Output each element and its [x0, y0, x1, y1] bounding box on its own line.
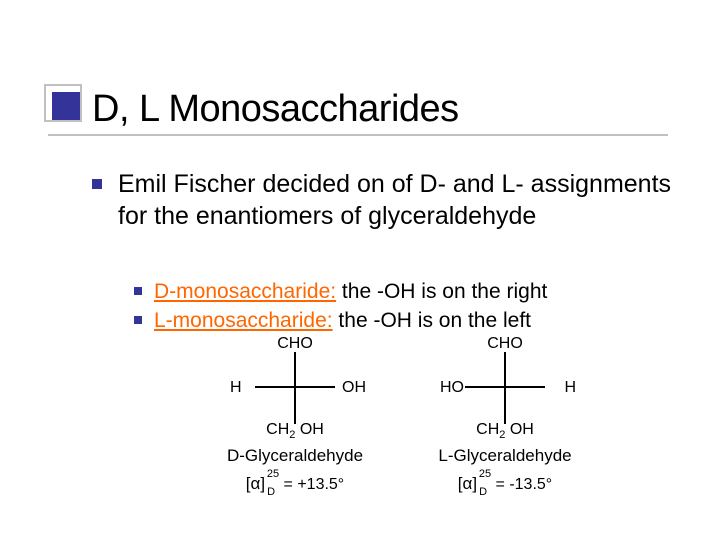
rotation-value: = +13.5° [284, 476, 345, 493]
sub-item-rest: the -OH is on the right [336, 280, 547, 303]
slide-title-block: D, L Monosaccharides [48, 88, 459, 131]
atom-label-top: CHO [277, 334, 313, 353]
fischer-structure: CHO H OH CH2 OH [240, 352, 350, 424]
square-bullet-icon [134, 287, 142, 295]
body-level1: Emil Fischer decided on of D- and L- ass… [92, 168, 690, 232]
title-underline [48, 134, 668, 136]
list-item: D-monosaccharide: the -OH is on the righ… [134, 278, 690, 305]
molecule-l: CHO HO H CH2 OH L-Glyceraldehyde [α] 25 … [410, 348, 600, 495]
atom-label-left: HO [440, 378, 464, 397]
atom-label-top: CHO [487, 334, 523, 353]
atom-label-right: OH [342, 378, 366, 397]
slide-title: D, L Monosaccharides [48, 88, 459, 131]
square-bullet-icon [134, 316, 142, 324]
body-level2: D-monosaccharide: the -OH is on the righ… [134, 278, 690, 337]
highlight-label: D-monosaccharide: [154, 280, 336, 303]
molecule-name: D-Glyceraldehyde [200, 446, 390, 466]
molecule-d: CHO H OH CH2 OH D-Glyceraldehyde [α] 25 … [200, 348, 390, 495]
sub-item-text: L-monosaccharide: the -OH is on the left [154, 307, 531, 334]
optical-rotation: [α] 25 D = +13.5° [200, 474, 390, 494]
rotation-value: = -13.5° [496, 476, 553, 493]
square-bullet-icon [92, 179, 102, 189]
atom-label-bottom: CH2 OH [266, 420, 324, 442]
fischer-projection-diagram: CHO H OH CH2 OH D-Glyceraldehyde [α] 25 … [200, 348, 600, 495]
fischer-structure: CHO HO H CH2 OH [450, 352, 560, 424]
atom-label-bottom: CH2 OH [476, 420, 534, 442]
molecule-name: L-Glyceraldehyde [410, 446, 600, 466]
atom-label-right: H [564, 378, 576, 397]
optical-rotation: [α] 25 D = -13.5° [410, 474, 600, 494]
atom-label-left: H [230, 378, 242, 397]
sub-item-text: D-monosaccharide: the -OH is on the righ… [154, 278, 547, 305]
sub-item-rest: the -OH is on the left [333, 309, 531, 332]
highlight-label: L-monosaccharide: [154, 309, 333, 332]
level1-text: Emil Fischer decided on of D- and L- ass… [118, 168, 690, 232]
list-item: L-monosaccharide: the -OH is on the left [134, 307, 690, 334]
